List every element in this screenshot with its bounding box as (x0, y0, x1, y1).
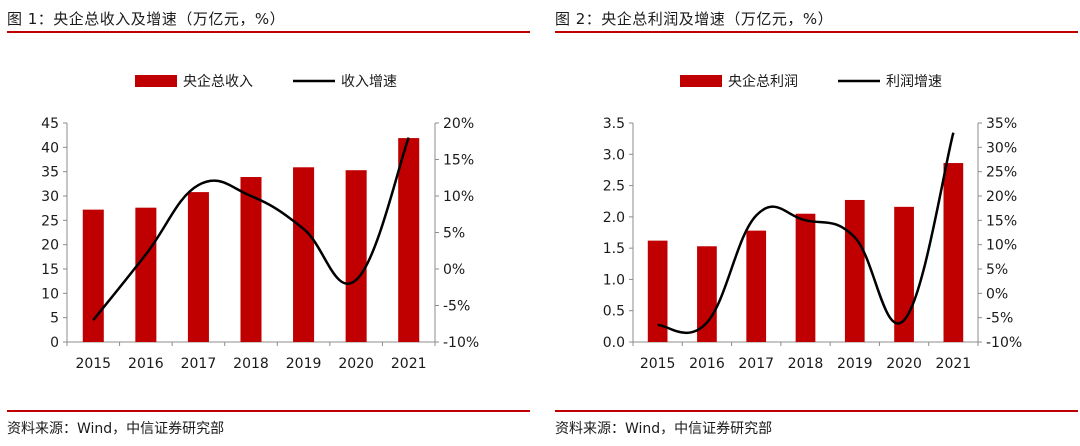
x-tick-label: 2019 (837, 356, 873, 372)
bar-2021 (398, 138, 420, 342)
revenue-chart: 央企总收入 收入增速 0 5 10 15 20 25 30 35 40 45 -10% -5% 0% 5% 10… (41, 73, 479, 372)
y-right-tick-label: 30% (986, 140, 1017, 156)
x-tick-label: 2021 (936, 356, 972, 372)
legend: 央企总收入 收入增速 (135, 73, 397, 90)
figure-2-source: 资料来源：Wind，中信证券研究部 (555, 421, 773, 437)
x-tick-label: 2016 (689, 356, 725, 372)
x-tick-label: 2017 (181, 356, 217, 372)
bar-2015 (647, 240, 668, 342)
bar-2017 (746, 230, 767, 342)
y-right-tick-label: -5% (443, 299, 470, 315)
x-tick-label: 2021 (391, 356, 427, 372)
x-tick-label: 2020 (886, 356, 922, 372)
figure-2-panel: 图 2：央企总利润及增速（万亿元，%） 央企总利润 利润增速 0.0 0.5 1.0 1.… (555, 0, 1078, 446)
legend-line-label: 收入增速 (341, 74, 397, 90)
y-left-tick-label: 1.5 (603, 241, 625, 257)
y-right-tick-label: 20% (443, 116, 474, 132)
bar-2019 (844, 199, 865, 342)
figure-1-title: 图 1：央企总收入及增速（万亿元，%） (7, 10, 286, 28)
growth-line (657, 132, 955, 335)
legend-line-label: 利润增速 (886, 74, 942, 90)
y-left-tick-label: 20 (41, 238, 59, 254)
y-right-tick-label: -10% (986, 335, 1022, 351)
y-right-tick-label: 20% (986, 189, 1017, 205)
x-tick-label: 2018 (233, 356, 269, 372)
legend: 央企总利润 利润增速 (680, 73, 942, 90)
figure-1-panel: 图 1：央企总收入及增速（万亿元，%） 央企总收入 收入增速 0 5 10 15 20 25 3… (7, 0, 530, 446)
y-left-tick-label: 45 (41, 116, 59, 132)
y-right-tick-label: 10% (443, 189, 474, 205)
y-left-tick-label: 1.0 (603, 272, 625, 288)
x-tick-label: 2018 (788, 356, 824, 372)
y-right-tick-label: 5% (443, 226, 465, 242)
legend-bar-label: 央企总收入 (183, 73, 253, 90)
x-tick-label: 2015 (75, 356, 111, 372)
y-left-tick-label: 2.5 (603, 179, 625, 195)
y-left-tick-label: 0.5 (603, 304, 625, 320)
y-right-tick-label: 15% (986, 213, 1017, 229)
y-right-tick-label: -10% (443, 335, 479, 351)
y-right-tick-label: 5% (986, 262, 1008, 278)
y-left-tick-label: 0.0 (603, 335, 625, 351)
legend-bar-swatch (680, 75, 722, 87)
figure-1-top-rule (7, 31, 530, 33)
x-tick-label: 2016 (128, 356, 164, 372)
y-right-tick-label: 35% (986, 116, 1017, 132)
y-right-tick-label: -5% (986, 311, 1013, 327)
x-tick-label: 2020 (338, 356, 374, 372)
y-left-tick-label: 25 (41, 213, 59, 229)
bar-2020 (894, 206, 914, 342)
y-right-tick-label: 10% (986, 238, 1017, 254)
y-left-tick-label: 35 (41, 165, 59, 181)
legend-bar-swatch (135, 75, 177, 87)
bar-2018 (795, 213, 816, 342)
legend-bar-label: 央企总利润 (728, 73, 798, 90)
growth-line (92, 137, 410, 321)
y-left-tick-label: 5 (50, 311, 59, 327)
x-tick-label: 2015 (640, 356, 676, 372)
bar-2019 (293, 167, 315, 342)
y-left-tick-label: 3.5 (603, 116, 625, 132)
bar-2016 (135, 207, 157, 342)
figure-2-bottom-rule (555, 410, 1078, 412)
y-right-tick-label: 15% (443, 153, 474, 169)
y-right-tick-label: 25% (986, 165, 1017, 181)
y-left-tick-label: 40 (41, 140, 59, 156)
y-right-tick-label: 0% (986, 286, 1008, 302)
y-left-tick-label: 0 (50, 335, 59, 351)
y-left-tick-label: 2.0 (603, 210, 625, 226)
profit-chart: 央企总利润 利润增速 0.0 0.5 1.0 1.5 2.0 2.5 3.0 3.5 -10% -5%… (603, 73, 1022, 372)
y-left-tick-label: 10 (41, 286, 59, 302)
bar-2018 (240, 177, 262, 342)
figure-1-source: 资料来源：Wind，中信证券研究部 (7, 421, 225, 437)
y-right-tick-label: 0% (443, 262, 465, 278)
x-tick-label: 2017 (738, 356, 774, 372)
bar-2021 (943, 163, 964, 342)
bar-2020 (345, 170, 367, 342)
figure-2-title: 图 2：央企总利润及增速（万亿元，%） (555, 10, 834, 28)
bar-2015 (82, 209, 104, 342)
y-left-tick-label: 3.0 (603, 147, 625, 163)
y-left-tick-label: 15 (41, 262, 59, 278)
bar-2017 (187, 192, 209, 342)
x-tick-label: 2019 (286, 356, 322, 372)
y-left-tick-label: 30 (41, 189, 59, 205)
figure-1-bottom-rule (7, 410, 530, 412)
figure-2-top-rule (555, 31, 1078, 33)
